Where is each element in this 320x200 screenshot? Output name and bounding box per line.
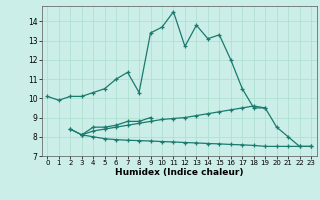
X-axis label: Humidex (Indice chaleur): Humidex (Indice chaleur) — [115, 168, 244, 177]
